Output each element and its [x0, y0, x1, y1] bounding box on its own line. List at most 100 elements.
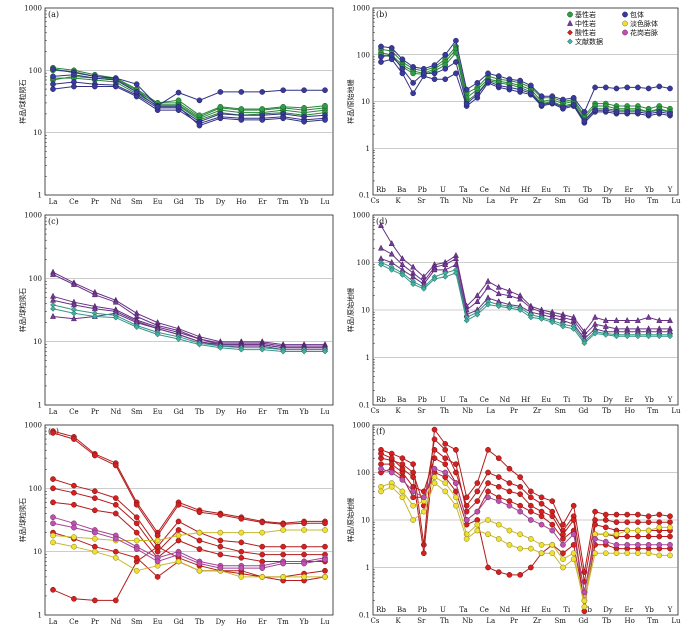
x-tick-label: Ta — [459, 606, 467, 614]
data-point-literature — [570, 325, 577, 332]
data-point-aplite — [570, 550, 577, 557]
data-point-granite_vein — [91, 529, 98, 536]
data-point-felsic — [635, 533, 641, 540]
data-point-felsic — [624, 533, 631, 540]
x-tick-label: K — [396, 617, 402, 625]
data-point-literature — [133, 324, 140, 331]
x-tick-label: Y — [667, 396, 673, 404]
data-point-felsic — [378, 450, 384, 457]
data-point-literature — [485, 301, 491, 308]
data-point-enclave — [549, 99, 556, 106]
x-tick-label: Er — [258, 198, 267, 206]
x-tick-label: Pr — [510, 197, 519, 205]
x-tick-label: Gd — [578, 617, 589, 625]
data-point-felsic — [410, 494, 416, 501]
x-tick-label: Tb — [602, 407, 612, 415]
y-tick-label: 100 — [357, 51, 370, 59]
data-point-aplite — [570, 556, 577, 562]
x-tick-label: Y — [667, 186, 673, 194]
data-point-literature — [322, 348, 328, 355]
data-point-felsic — [485, 469, 491, 476]
data-point-literature — [154, 331, 161, 338]
data-point-intermediate — [656, 316, 663, 323]
data-point-aplite — [322, 574, 328, 580]
plot-frame — [44, 7, 334, 196]
data-point-felsic — [280, 543, 287, 550]
data-point-literature — [667, 333, 673, 340]
x-tick-label: Ba — [397, 186, 406, 194]
x-tick-label: Th — [440, 617, 450, 625]
data-point-enclave — [463, 100, 470, 107]
x-tick-label: Nd — [500, 186, 511, 194]
data-point-enclave — [485, 78, 491, 85]
legend-marker-aplite — [622, 20, 628, 27]
data-point-enclave — [538, 101, 545, 108]
data-point-aplite — [196, 529, 203, 536]
data-point-felsic — [112, 495, 119, 501]
y-tick-label: 1000 — [352, 212, 370, 220]
data-point-enclave — [602, 107, 609, 114]
x-tick-label: U — [440, 606, 446, 614]
data-point-felsic — [50, 430, 56, 436]
data-point-felsic — [538, 500, 545, 507]
data-point-felsic — [112, 597, 119, 604]
data-point-felsic — [602, 511, 609, 518]
data-point-literature — [527, 314, 534, 321]
data-point-felsic — [71, 436, 77, 442]
data-point-intermediate — [70, 280, 77, 287]
y-tick-label: 100 — [357, 469, 370, 477]
data-point-enclave — [91, 83, 98, 90]
data-point-intermediate — [645, 313, 652, 320]
y-tick-label: 100 — [357, 259, 370, 267]
data-point-intermediate — [602, 316, 609, 323]
data-point-felsic — [388, 455, 395, 462]
data-point-felsic — [506, 480, 513, 486]
data-point-felsic — [91, 488, 98, 495]
data-point-felsic — [410, 474, 416, 480]
series-line-felsic — [52, 546, 326, 601]
data-point-felsic — [495, 474, 502, 480]
x-tick-label: Ho — [236, 408, 246, 416]
series-line-intermediate — [52, 271, 325, 346]
series-line-enclave — [52, 68, 325, 107]
data-point-granite_vein — [624, 541, 631, 548]
data-point-felsic — [175, 518, 182, 525]
data-point-felsic — [71, 489, 77, 496]
data-point-literature — [217, 344, 224, 351]
data-point-felsic — [71, 595, 77, 602]
data-point-felsic — [133, 529, 140, 536]
data-point-aplite — [301, 527, 307, 533]
x-tick-label: Yb — [299, 198, 310, 206]
data-point-literature — [474, 311, 481, 318]
data-point-basic — [217, 103, 224, 110]
x-tick-label: Rb — [376, 186, 386, 194]
data-point-aplite — [91, 548, 98, 555]
data-point-felsic — [645, 519, 652, 526]
y-tick-label: 10 — [33, 338, 42, 346]
data-point-enclave — [485, 70, 491, 77]
x-tick-label: Lu — [320, 198, 330, 206]
data-point-enclave — [280, 87, 287, 94]
data-point-felsic — [301, 520, 307, 527]
data-point-enclave — [667, 110, 673, 117]
data-point-aplite — [613, 550, 620, 557]
data-point-aplite — [495, 536, 502, 542]
data-point-literature — [50, 305, 56, 312]
data-point-intermediate — [666, 316, 674, 323]
data-point-aplite — [453, 494, 459, 501]
data-point-felsic — [495, 483, 502, 490]
x-tick-label: Nb — [462, 407, 473, 415]
legend-label: 包体 — [630, 10, 644, 19]
y-tick-label: 10 — [361, 517, 370, 525]
x-tick-label: Ce — [69, 408, 79, 416]
data-point-felsic — [635, 519, 641, 526]
y-tick-label: 100 — [29, 67, 42, 75]
data-point-felsic — [635, 511, 641, 518]
data-point-enclave — [154, 103, 161, 110]
y-axis-label: 样品/球粒陨石 — [18, 498, 27, 542]
data-point-enclave — [442, 76, 449, 83]
data-point-enclave — [410, 90, 416, 97]
data-point-aplite — [667, 552, 673, 559]
data-point-aplite — [506, 541, 513, 548]
data-point-felsic — [442, 461, 449, 467]
